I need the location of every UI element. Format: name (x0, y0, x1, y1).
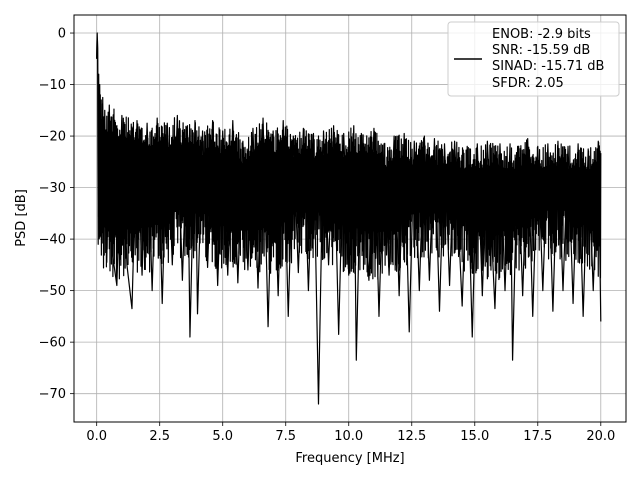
y-tick-label: −60 (39, 336, 66, 351)
x-tick-label: 20.0 (586, 429, 615, 444)
x-tick-label: 12.5 (397, 429, 426, 444)
legend-entry-enob: ENOB: -2.9 bits (492, 27, 591, 42)
y-tick-label: 0 (58, 27, 66, 42)
y-tick-label: −50 (39, 284, 66, 299)
y-axis: 0 −10 −20 −30 −40 −50 −60 −70 (39, 27, 74, 402)
legend: ENOB: -2.9 bits SNR: -15.59 dB SINAD: -1… (447, 21, 620, 97)
y-tick-label: −40 (39, 233, 66, 248)
y-tick-label: −70 (39, 387, 66, 402)
y-axis-label: PSD [dB] (14, 189, 29, 247)
legend-box (447, 21, 620, 97)
x-tick-label: 0.0 (86, 429, 107, 444)
x-axis: 0.0 2.5 5.0 7.5 10.0 12.5 15.0 17.5 20.0 (86, 422, 615, 444)
legend-entry-snr: SNR: -15.59 dB (492, 43, 590, 58)
x-tick-label: 5.0 (212, 429, 233, 444)
y-tick-label: −10 (39, 78, 66, 93)
y-tick-label: −30 (39, 181, 66, 196)
plot-frame (73, 14, 627, 423)
legend-entry-sinad: SINAD: -15.71 dB (492, 59, 604, 74)
x-tick-label: 2.5 (149, 429, 170, 444)
x-tick-label: 10.0 (334, 429, 363, 444)
x-axis-label: Frequency [MHz] (295, 451, 404, 466)
x-tick-label: 7.5 (275, 429, 296, 444)
y-tick-label: −20 (39, 130, 66, 145)
psd-trace-peaks (96, 32, 602, 405)
x-tick-label: 15.0 (460, 429, 489, 444)
x-tick-label: 17.5 (523, 429, 552, 444)
series-layer (96, 32, 602, 405)
legend-entry-sfdr: SFDR: 2.05 (492, 76, 564, 91)
